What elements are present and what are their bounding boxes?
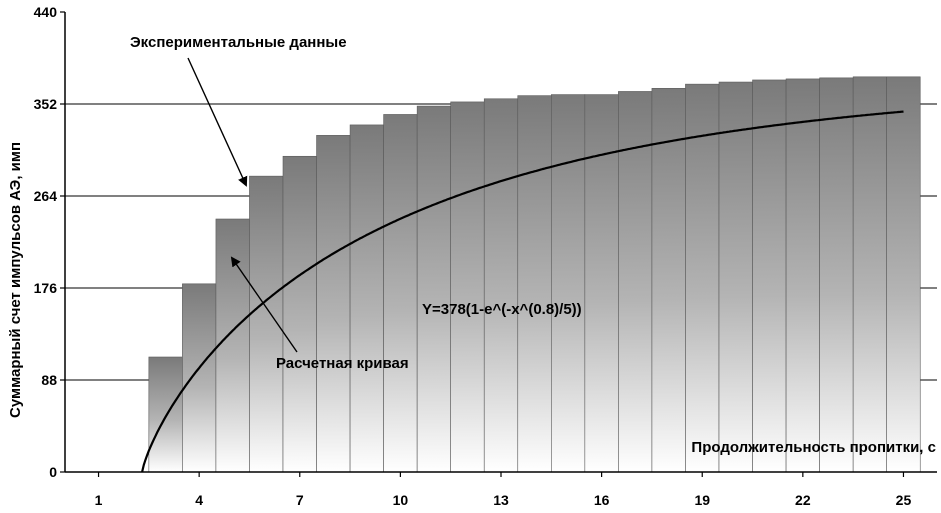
x-tick-label-10: 10: [393, 492, 409, 508]
calculated-curve: [141, 110, 904, 473]
bar-8: [316, 135, 351, 473]
bar-10: [383, 114, 418, 473]
x-tick-label-13: 13: [493, 492, 509, 508]
x-tick-label-4: 4: [195, 492, 203, 508]
bars: [148, 76, 921, 473]
bar-11: [416, 105, 451, 473]
arrow-experimental-data: [187, 57, 248, 187]
axes: [60, 11, 937, 477]
bar-17: [618, 91, 653, 473]
y-tick-label-88: 88: [41, 372, 57, 388]
y-tick-label-352: 352: [34, 96, 58, 112]
y-tick-label-264: 264: [34, 188, 58, 204]
x-tick-label-1: 1: [95, 492, 103, 508]
annotation-calculated-curve: Расчетная кривая: [276, 355, 409, 372]
bar-5: [215, 218, 250, 473]
x-tick-label-16: 16: [594, 492, 610, 508]
bar-22: [785, 78, 820, 473]
bar-23: [819, 77, 854, 473]
bar-19: [685, 83, 720, 473]
bar-9: [349, 124, 384, 473]
bar-14: [517, 95, 552, 473]
bar-18: [651, 88, 686, 473]
y-tick-labels: 0 88 176 264 352 440: [34, 4, 58, 480]
curve-layer: [141, 110, 904, 473]
x-tick-label-7: 7: [296, 492, 304, 508]
arrow-calculated-curve: [230, 256, 298, 353]
bar-13: [483, 98, 519, 473]
y-tick-label-440: 440: [34, 4, 58, 20]
y-tick-label-0: 0: [49, 464, 57, 480]
annotation-experimental-data: Экспериментальные данные: [130, 34, 347, 51]
bar-21: [752, 79, 787, 473]
bar-20: [718, 81, 753, 473]
x-axis-label: Продолжительность пропитки, с: [691, 439, 936, 456]
y-axis-label: Суммарный счет импульсов АЭ, имп: [7, 142, 24, 418]
bar-25: [886, 76, 921, 473]
x-tick-label-25: 25: [896, 492, 912, 508]
x-tick-labels: 1 4 7 10 13 16 19 22 25: [95, 492, 912, 508]
bar-24: [852, 76, 887, 473]
x-tick-label-19: 19: [694, 492, 710, 508]
bar-15: [551, 94, 586, 473]
y-tick-label-176: 176: [34, 280, 58, 296]
bar-3: [148, 356, 183, 473]
x-tick-label-22: 22: [795, 492, 811, 508]
bar-12: [450, 101, 485, 473]
bar-7: [282, 155, 317, 473]
bar-4: [182, 283, 217, 473]
formula-annotation: Y=378(1-e^(-x^(0.8)/5)): [422, 301, 582, 318]
